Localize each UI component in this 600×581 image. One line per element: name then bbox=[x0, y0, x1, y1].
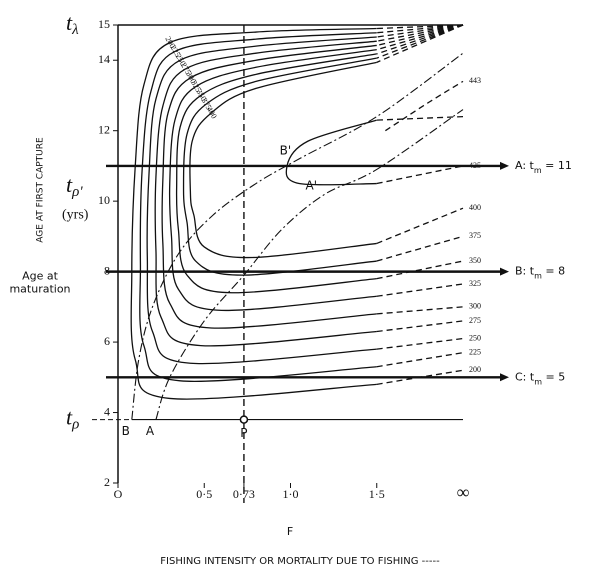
age-mark-main: t bbox=[66, 10, 73, 35]
contour-line bbox=[376, 165, 464, 185]
y-tick-label: 14 bbox=[98, 52, 110, 66]
x-tick-label: 1·5 bbox=[369, 487, 385, 501]
point-label: P bbox=[240, 426, 247, 440]
label-text: A: t bbox=[515, 159, 535, 172]
contour-line bbox=[376, 283, 464, 297]
x-axis-label: F bbox=[287, 525, 293, 538]
contour-line bbox=[376, 260, 464, 280]
y-tick-label: 2 bbox=[104, 475, 110, 489]
eumetric-label: B' bbox=[280, 143, 292, 157]
label-text: B: t bbox=[515, 265, 535, 278]
contour-line bbox=[376, 352, 464, 368]
point-p bbox=[239, 415, 249, 424]
age-mark: tλ bbox=[66, 10, 79, 38]
contour-line bbox=[385, 80, 464, 132]
label-sub: m bbox=[534, 377, 542, 386]
contour-line bbox=[376, 115, 464, 121]
age-mark-sub: λ bbox=[71, 22, 79, 38]
contour-label: 325 bbox=[469, 279, 481, 288]
contour-label: 200 bbox=[469, 365, 481, 374]
contour-line bbox=[139, 32, 377, 382]
contour-label: 400 bbox=[469, 203, 481, 212]
age-mark-note: (yrs) bbox=[62, 207, 89, 222]
contour-line bbox=[146, 36, 377, 365]
contour-label: 275 bbox=[469, 316, 481, 325]
x-tick-label: 1·0 bbox=[283, 487, 299, 501]
x-tick-label: O bbox=[114, 487, 123, 501]
contour-label: 300 bbox=[469, 302, 481, 311]
contour-label: 250 bbox=[469, 333, 481, 342]
eumetric-label: A' bbox=[305, 179, 317, 193]
contour-line bbox=[376, 306, 464, 315]
contour-label: 400 bbox=[205, 105, 219, 120]
age-mark-sub: ρ' bbox=[71, 184, 83, 200]
arrow-head bbox=[500, 161, 509, 170]
arrow-head bbox=[500, 267, 509, 276]
label-text: = 8 bbox=[542, 265, 565, 278]
contour-line bbox=[285, 119, 377, 186]
contour-line bbox=[376, 207, 464, 245]
arrow-head bbox=[500, 373, 509, 382]
contour-label: 375 bbox=[469, 231, 481, 240]
y-tick-label: 6 bbox=[104, 334, 110, 348]
age-mark-sub: ρ bbox=[71, 417, 79, 433]
y-tick-label: 15 bbox=[98, 17, 110, 31]
contour-line bbox=[189, 61, 377, 259]
label-text: = 11 bbox=[542, 159, 572, 172]
contour-label: 443 bbox=[469, 76, 481, 85]
reference-label: C: tm = 5 bbox=[515, 370, 565, 386]
contour-line bbox=[130, 27, 377, 400]
contour-line bbox=[376, 320, 464, 333]
contour-line bbox=[182, 57, 377, 276]
contour-line bbox=[376, 235, 464, 262]
x-end-label: ∞ bbox=[457, 482, 470, 502]
y-tick-label: 8 bbox=[104, 263, 110, 277]
eumetric-curve bbox=[131, 52, 464, 420]
contour-label: 350 bbox=[469, 256, 481, 265]
y-tick-label: 12 bbox=[98, 122, 110, 136]
label-text: = 5 bbox=[542, 370, 565, 383]
label-sub: m bbox=[534, 271, 542, 280]
y-tick-label: 4 bbox=[104, 404, 110, 418]
chart-title: FISHING INTENSITY OR MORTALITY DUE TO FI… bbox=[160, 556, 440, 567]
age-mark-main: t bbox=[66, 405, 73, 430]
contour-line bbox=[175, 53, 377, 294]
contour-line bbox=[154, 40, 377, 347]
eumetric-label: A bbox=[146, 424, 155, 438]
label-text: C: t bbox=[515, 370, 535, 383]
maturation-label: maturation bbox=[9, 283, 70, 296]
eumetric-curve bbox=[155, 109, 464, 420]
label-sub: m bbox=[534, 165, 542, 174]
contour-line bbox=[376, 337, 464, 350]
age-mark: tρ' bbox=[66, 172, 83, 200]
contour-line bbox=[168, 49, 377, 312]
y-tick-label: 10 bbox=[98, 193, 110, 207]
age-mark: tρ bbox=[66, 405, 79, 433]
maturation-label: Age at bbox=[22, 270, 59, 283]
contour-line bbox=[161, 44, 377, 329]
eumetric-label: B bbox=[122, 424, 130, 438]
age-mark-main: t bbox=[66, 172, 73, 197]
reference-label: B: tm = 8 bbox=[515, 265, 565, 281]
x-tick-label: 0·5 bbox=[196, 487, 212, 501]
y-axis-label: AGE AT FIRST CAPTURE bbox=[36, 137, 46, 243]
contour-label: 225 bbox=[469, 347, 481, 356]
reference-label: A: tm = 11 bbox=[515, 159, 572, 175]
